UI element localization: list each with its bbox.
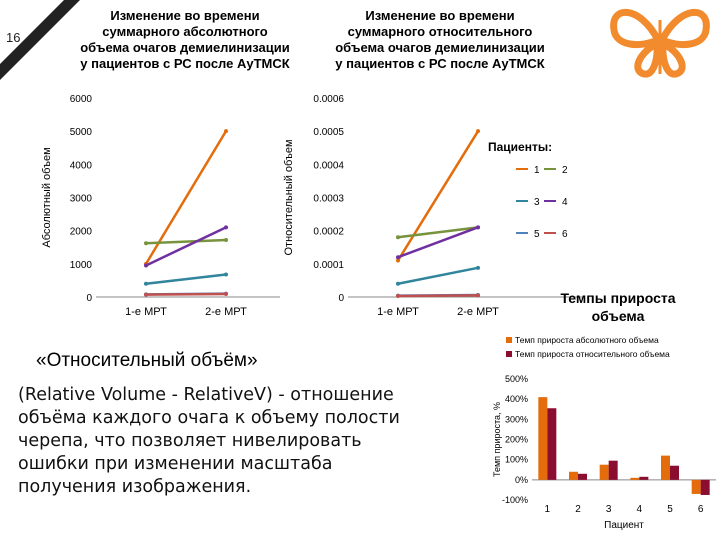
chart3-xtick: 2 xyxy=(575,504,581,515)
chart1-series-1-point xyxy=(224,129,228,134)
chart2-ytick: 0.0002 xyxy=(313,227,344,238)
chart3-bar xyxy=(569,471,578,480)
chart3-xtick: 3 xyxy=(606,504,612,515)
chart2-series-1-point xyxy=(396,258,400,263)
chart2-ytick: 0.0005 xyxy=(313,127,344,138)
chart1-title: Изменение во времени суммарного абсолютн… xyxy=(80,8,290,71)
chart3-ytick: 100% xyxy=(505,455,528,465)
chart1-ytick: 6000 xyxy=(70,94,93,105)
chart1-ytick: 0 xyxy=(86,293,92,304)
chart2-series-2-point xyxy=(396,235,400,240)
chart3-xtick: 1 xyxy=(545,504,551,515)
chart1-series-3-point xyxy=(224,272,228,277)
chart2-series-4-line xyxy=(397,226,479,259)
chart3-ytick: 200% xyxy=(505,435,528,445)
chart1-series-2-line xyxy=(145,238,227,245)
chart3-bar xyxy=(538,397,548,480)
chart1-series-3-point xyxy=(144,281,148,286)
chart2-ytick: 0.0003 xyxy=(313,194,344,205)
chart2-series-6-line xyxy=(397,294,479,298)
chart1-xtick: 1-е МРТ xyxy=(125,306,167,318)
chart3-legend-label: Темп прироста абсолютного объема xyxy=(515,335,659,345)
chart2-series-6-point xyxy=(396,294,400,299)
relative-volume-heading: «Относительный объём» xyxy=(36,350,258,371)
chart1-xtick: 2-е МРТ xyxy=(205,306,247,318)
chart3-xtick: 4 xyxy=(637,504,643,515)
chart2-legend-label: 2 xyxy=(562,165,568,176)
chart2-series-4-point xyxy=(476,225,480,230)
chart2-legend-title: Пациенты: xyxy=(488,140,552,154)
chart1-ytick: 2000 xyxy=(70,227,93,238)
chart2-series-1-line xyxy=(396,130,480,262)
chart2-ylabel: Относительный объем xyxy=(283,139,295,255)
chart3-growth-rate: Темпы прироста объема Темп прироста абсолю… xyxy=(492,290,716,531)
chart1-ytick: 3000 xyxy=(70,194,93,205)
chart3-ylabel: Темп прироста, % xyxy=(492,402,502,477)
chart3-bar xyxy=(547,408,557,480)
butterfly-logo-icon xyxy=(610,9,710,78)
chart2-relative-volume: 0 0.0001 0.0002 0.0003 0.0004 0.0005 0.0006 1-е… xyxy=(283,94,582,318)
chart2-legend: Пациенты: 1 2 3 4 5 6 xyxy=(488,140,568,240)
chart2-legend-label: 3 xyxy=(534,197,540,208)
chart3-ytick: 500% xyxy=(505,374,528,384)
chart3-ytick: 400% xyxy=(505,394,528,404)
chart2-xtick: 1-е МРТ xyxy=(377,306,419,318)
chart2-ytick: 0.0006 xyxy=(313,94,344,105)
slide-number: 16 xyxy=(6,30,21,45)
chart3-xlabel: Пациент xyxy=(604,520,644,531)
chart2-legend-label: 1 xyxy=(534,165,540,176)
chart1-series-4-point xyxy=(144,263,148,268)
chart3-ytick: -100% xyxy=(502,495,528,505)
chart3-legend-label: Темп прироста относительного объема xyxy=(515,349,670,359)
chart1-series-2-point xyxy=(224,237,228,242)
chart3-title: Темпы прироста xyxy=(560,290,675,306)
chart3-bar xyxy=(700,479,710,495)
chart1-series-6-line xyxy=(145,292,227,296)
chart2-legend-label: 5 xyxy=(534,229,540,240)
chart2-series-2-line xyxy=(397,226,479,239)
chart1-series-6-point xyxy=(224,292,228,297)
chart3-bar xyxy=(661,455,670,480)
chart3-bar xyxy=(630,477,640,480)
chart3-bar xyxy=(599,464,609,480)
chart1-series-4-line xyxy=(145,226,227,267)
chart3-bar xyxy=(578,473,587,480)
chart2-ytick: 0.0004 xyxy=(313,160,344,171)
chart1-ylabel: Абсолютный объем xyxy=(41,147,53,247)
chart1-series-3-line xyxy=(145,273,227,285)
relative-volume-description: (Relative Volume - RelativeV) - отношени… xyxy=(18,385,400,497)
chart3-ytick: 0% xyxy=(515,475,528,485)
chart3-bar xyxy=(691,479,701,494)
chart3-legend-swatch xyxy=(506,351,512,357)
chart2-xtick: 2-е МРТ xyxy=(457,306,499,318)
chart3-bar xyxy=(608,460,618,480)
chart3-bar xyxy=(639,476,649,480)
chart2-ytick: 0 xyxy=(338,293,344,304)
chart1-series-4-point xyxy=(224,225,228,230)
chart2-ytick: 0.0001 xyxy=(313,260,344,271)
chart2-series-3-point xyxy=(396,281,400,286)
chart1-series-2-point xyxy=(144,241,148,246)
chart3-xtick: 6 xyxy=(698,504,704,515)
chart3-title: объема xyxy=(592,308,645,324)
chart2-title: Изменение во времени суммарного относите… xyxy=(335,8,545,71)
chart2-series-1-point xyxy=(476,129,480,134)
chart2-legend-label: 4 xyxy=(562,197,568,208)
chart3-bar xyxy=(670,465,679,480)
chart1-absolute-volume: 0 1000 2000 3000 4000 5000 6000 1-е МРТ 2-е МРТ А… xyxy=(41,94,280,318)
chart1-series-6-point xyxy=(144,292,148,297)
chart2-series-6-point xyxy=(476,293,480,298)
chart2-legend-label: 6 xyxy=(562,229,568,240)
chart3-legend-swatch xyxy=(506,337,512,343)
chart1-ytick: 4000 xyxy=(70,160,93,171)
chart1-ytick: 5000 xyxy=(70,127,93,138)
chart2-series-3-point xyxy=(476,265,480,270)
chart2-series-3-line xyxy=(397,266,479,285)
chart3-ytick: 300% xyxy=(505,414,528,424)
chart1-ytick: 1000 xyxy=(70,260,93,271)
corner-decoration-inner xyxy=(0,0,64,64)
chart3-xtick: 5 xyxy=(667,504,673,515)
chart2-series-4-point xyxy=(396,255,400,260)
